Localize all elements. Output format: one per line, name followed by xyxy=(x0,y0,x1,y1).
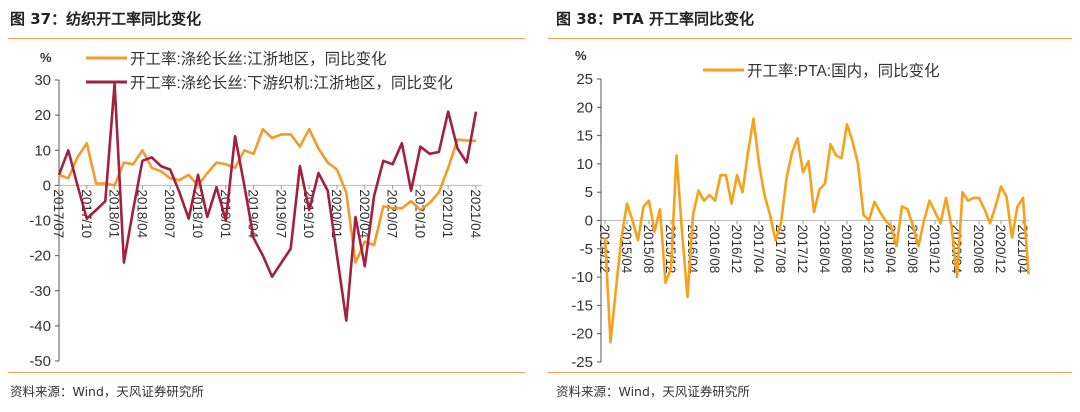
y-tick-label: -20 xyxy=(29,248,51,265)
y-tick-label: 0 xyxy=(43,177,51,194)
x-tick-label: 2018/07 xyxy=(162,189,177,238)
x-tick-label: 2021/04 xyxy=(468,189,483,238)
y-tick-label: -40 xyxy=(29,318,51,335)
chart-title-38: 图 38：PTA 开工率同比变化 xyxy=(556,10,754,28)
x-tick-label: 2019/12 xyxy=(927,225,942,274)
series-line-2 xyxy=(57,82,478,322)
x-tick-label: 2020/12 xyxy=(993,225,1008,274)
y-tick-label: -10 xyxy=(29,213,51,230)
x-tick-label: 2015/12 xyxy=(663,225,678,274)
x-tick-label: 2017/08 xyxy=(773,225,788,274)
y-tick-label: -5 xyxy=(580,241,593,258)
y-tick-label: 20 xyxy=(34,107,51,124)
source-note: 资料来源：Wind，天风证券研究所 xyxy=(10,384,204,399)
x-tick-label: 2016/12 xyxy=(729,225,744,274)
x-tick-label: 2018/10 xyxy=(190,189,205,238)
title-divider xyxy=(8,38,525,39)
y-tick-label: -10 xyxy=(571,269,593,286)
footer-divider xyxy=(548,372,1072,373)
series-line-1 xyxy=(58,127,477,264)
footer-divider xyxy=(8,372,525,373)
legend-label: 开工率:PTA:国内，同比变化 xyxy=(747,62,940,80)
legend-label: 开工率:涤纶长丝:江浙地区，同比变化 xyxy=(130,50,387,68)
y-tick-label: 0 xyxy=(585,213,593,230)
x-tick-label: 2021/01 xyxy=(440,189,455,238)
y-tick-label: -50 xyxy=(29,353,51,370)
x-tick-label: 2018/04 xyxy=(817,225,832,274)
title-divider xyxy=(548,38,1072,39)
y-tick-label: 10 xyxy=(34,142,51,159)
y-tick-label: 30 xyxy=(34,72,51,89)
y-tick-label: 5 xyxy=(585,184,593,201)
x-tick-label: 2016/08 xyxy=(707,225,722,274)
x-tick-label: 2017/12 xyxy=(795,225,810,274)
y-tick-label: -25 xyxy=(571,354,593,371)
y-tick-label: 20 xyxy=(576,99,593,116)
x-tick-label: 2019/10 xyxy=(301,189,316,238)
x-tick-label: 2018/08 xyxy=(839,225,854,274)
source-note: 资料来源：Wind，天风证券研究所 xyxy=(556,384,750,399)
y-axis-unit: % xyxy=(40,50,52,65)
y-tick-label: -30 xyxy=(29,283,51,300)
y-tick-label: -15 xyxy=(571,297,593,314)
x-tick-label: 2017/07 xyxy=(51,189,66,238)
legend-label: 开工率:涤纶长丝:下游织机:江浙地区，同比变化 xyxy=(130,74,453,92)
x-tick-label: 2017/04 xyxy=(751,225,766,274)
y-tick-label: 15 xyxy=(576,128,593,145)
x-tick-label: 2020/08 xyxy=(971,225,986,274)
x-tick-label: 2019/04 xyxy=(883,225,898,274)
y-tick-label: 10 xyxy=(576,156,593,173)
x-tick-label: 2018/04 xyxy=(134,189,149,238)
y-tick-label: -20 xyxy=(571,326,593,343)
x-tick-label: 2020/04 xyxy=(357,189,372,238)
x-tick-label: 2019/04 xyxy=(246,189,261,238)
series-line-1 xyxy=(603,117,1030,344)
x-tick-label: 2018/01 xyxy=(107,189,122,238)
y-axis-unit: % xyxy=(575,48,587,63)
x-tick-label: 2020/07 xyxy=(385,189,400,238)
x-tick-label: 2019/07 xyxy=(273,189,288,238)
x-tick-label: 2020/10 xyxy=(412,189,427,238)
y-tick-label: 25 xyxy=(576,71,593,88)
x-tick-label: 2019/08 xyxy=(905,225,920,274)
x-tick-label: 2018/12 xyxy=(861,225,876,274)
chart-title-37: 图 37：纺织开工率同比变化 xyxy=(10,10,202,28)
x-tick-label: 2015/08 xyxy=(641,225,656,274)
